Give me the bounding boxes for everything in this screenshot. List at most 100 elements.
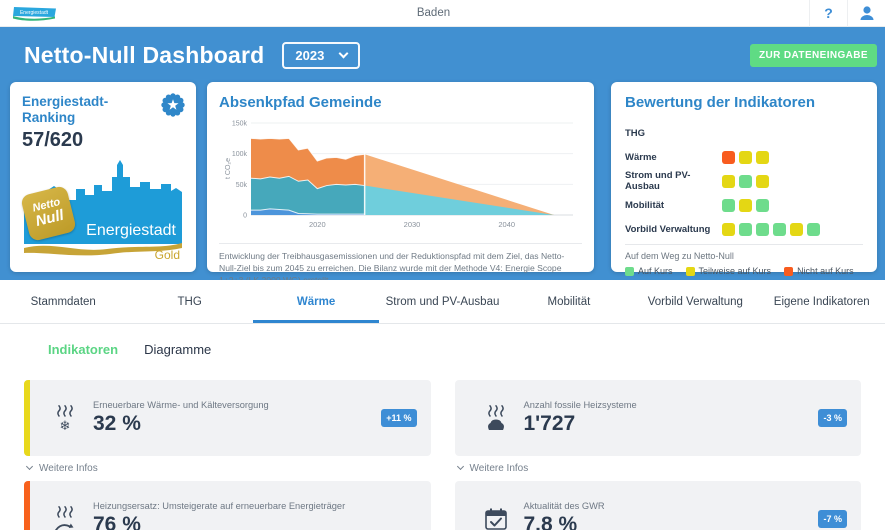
rating-card: Bewertung der Indikatoren THG Wärme Strom … [611,82,877,276]
weitere-infos-link[interactable]: Weitere Infos [24,461,431,475]
top-bar: Energiestadt Baden ? [0,0,885,27]
svg-text:100k: 100k [232,151,248,158]
rating-row-label: Strom und PV-Ausbau [625,170,691,192]
chevron-down-icon [25,462,34,471]
calendar-check-icon [481,506,511,530]
rating-row-label: Vorbild Verwaltung [625,223,711,235]
status-square-green [807,222,820,236]
ranking-value: 57/620 [22,128,84,151]
status-square-yellow [756,174,769,188]
absenkpfad-card: Absenkpfad Gemeinde 0 50k 100k 150k 2020 2030… [207,82,594,285]
heating-replacement-icon [50,505,80,530]
status-square-yellow [790,222,803,236]
kpi-card-heizungsersatz-umsteigerate-auf-erneuerb: Heizungsersatz: Umsteigerate auf erneuer… [24,481,431,530]
kpi-cell: Heizungsersatz: Umsteigerate auf erneuer… [24,481,431,530]
municipality-label: Baden [416,7,451,19]
status-square-orange [722,150,735,164]
help-icon: ? [824,5,833,21]
kpi-value: 32 % [93,412,141,435]
rating-footer: Auf dem Weg zu Netto-Null Auf Kurs Teilwe… [625,244,863,276]
svg-text:Energiestadt: Energiestadt [86,222,176,239]
legend-item-nicht-auf-kurs: Nicht auf Kurs [784,266,854,276]
status-square-green [739,222,752,236]
rating-legend: Auf Kurs Teilweise auf Kurs Nicht auf Kurs [625,266,863,276]
data-entry-button[interactable]: ZUR DATENEINGABE [750,44,877,67]
year-select-value: 2023 [295,48,325,63]
tab-strom-und-pv-ausbau[interactable]: Strom und PV-Ausbau [385,295,500,308]
tab-w-rme[interactable]: Wärme [253,280,379,323]
chevron-down-icon [338,48,349,59]
kpi-value: 7.8 % [523,513,578,530]
rating-row-thg: THG [625,121,863,145]
status-square-yellow [739,198,752,212]
legend-swatch [784,266,794,276]
year-select[interactable]: 2023 [282,42,361,69]
tab-eigene-indikatoren[interactable]: Eigene Indikatoren [773,295,870,308]
energiestadt-logo-icon: Energiestadt [13,6,56,21]
legend-item-auf-kurs: Auf Kurs [625,266,673,276]
rating-rows: THG Wärme Strom und PV-Ausbau Mobilität Vorb… [625,121,863,241]
kpi-trend-badge: -7 % [818,510,847,528]
svg-text:2040: 2040 [498,220,515,229]
legend-item-teilweise-auf-kurs: Teilweise auf Kurs [685,266,772,276]
rating-row-label: Wärme [625,151,657,163]
weitere-infos-link[interactable]: Weitere Infos [455,461,862,475]
legend-label: Auf Kurs [638,266,673,276]
kpi-label: Heizungsersatz: Umsteigerate auf erneuer… [93,501,346,511]
energiestadt-logo[interactable]: Energiestadt [12,5,58,22]
kpi-value: 1'727 [523,412,576,435]
status-square-green [756,222,769,236]
rating-card-title: Bewertung der Indikatoren [625,94,816,111]
svg-text:150k: 150k [232,121,248,128]
kpi-label: Erneuerbare Wärme- und Kälteversorgung [93,400,269,410]
chevron-down-icon [456,462,464,471]
legend-label: Teilweise auf Kurs [698,266,772,276]
tab-mobilit-t[interactable]: Mobilität [547,295,591,308]
rating-row-label: Mobilität [625,199,665,211]
svg-text:❄: ❄ [60,418,71,432]
heating-snowflake-icon: ❄ [50,404,80,432]
seal-icon [160,92,186,123]
absenkpfad-card-title: Absenkpfad Gemeinde [219,94,382,111]
page-title: Netto-Null Dashboard [24,42,265,68]
energiestadt-label-graphic: Energiestadt Gold Netto Null [20,156,184,265]
dashboard-header: Netto-Null Dashboard 2023 ZUR DATENEINGA… [0,27,885,285]
user-icon [860,6,873,20]
kpi-accent-bar [24,380,30,456]
kpi-label: Anzahl fossile Heizsysteme [523,400,637,410]
legend-swatch [625,266,634,276]
ranking-card: Energiestadt-Ranking 57/620 Energiestadt… [10,82,196,272]
legend-label: Nicht auf Kurs [797,266,854,276]
kpi-cell: ❄ Erneuerbare Wärme- und Kälteversorgung 3… [24,380,431,475]
rating-row-w-rme: Wärme [625,145,863,169]
kpi-card-erneuerbare-w-rme-und-k-lteversorgung: ❄ Erneuerbare Wärme- und Kälteversorgung 3… [24,380,431,456]
status-square-green [739,174,752,188]
tab-stammdaten[interactable]: Stammdaten [30,295,96,308]
status-square-green [773,222,786,236]
kpi-cell: Aktualität des GWR 7.8 % -7 % [454,481,861,530]
status-square-yellow [756,150,769,164]
kpi-accent-bar [24,481,30,530]
kpi-trend-badge: -3 % [818,409,847,427]
tab-thg[interactable]: THG [177,295,202,308]
rating-row-mobilit-t: Mobilität [625,193,863,217]
legend-swatch [685,266,695,276]
svg-text:2020: 2020 [309,220,326,229]
status-square-yellow [722,222,735,236]
tab-vorbild-verwaltung[interactable]: Vorbild Verwaltung [647,295,743,308]
status-square-green [722,198,735,212]
svg-text:50k: 50k [236,182,248,189]
kpi-card-aktualit-t-des-gwr: Aktualität des GWR 7.8 % -7 % [454,481,861,530]
rating-row-strom-und-pv-ausbau: Strom und PV-Ausbau [625,169,863,193]
subtab-indikatoren[interactable]: Indikatoren [48,342,119,357]
help-button[interactable]: ? [809,0,847,27]
user-menu-button[interactable] [847,0,885,27]
ranking-card-title: Energiestadt-Ranking [22,94,109,125]
kpi-cell: Anzahl fossile Heizsysteme 1'727 -3 % Weite… [454,380,862,475]
gold-level-label: Gold [155,248,180,260]
subtab-diagramme[interactable]: Diagramme [144,342,212,357]
svg-text:0: 0 [243,213,247,220]
absenkpfad-chart: 0 50k 100k 150k 2020 2030 2040 t CO₂e [225,121,573,229]
status-square-yellow [722,174,735,188]
kpi-label: Aktualität des GWR [523,501,605,511]
